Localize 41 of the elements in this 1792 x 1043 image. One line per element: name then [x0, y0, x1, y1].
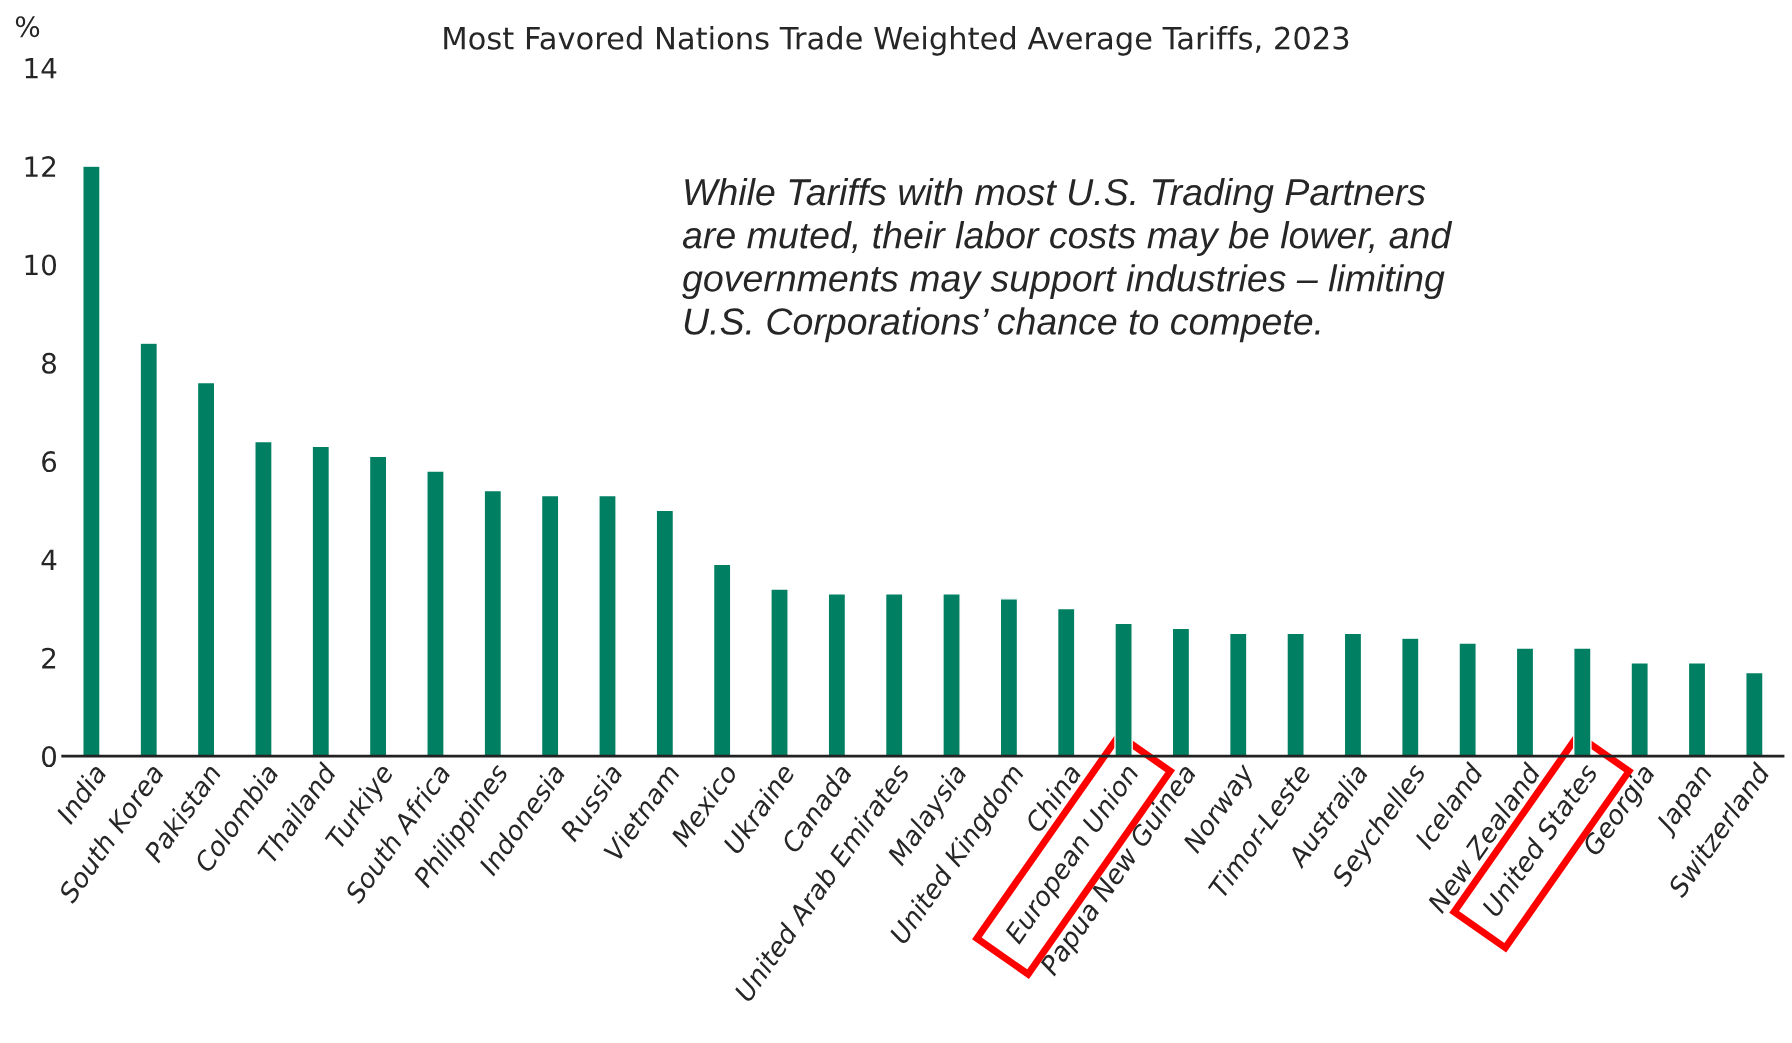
- bar: [82, 165, 101, 757]
- bar: [655, 509, 675, 757]
- bar: [483, 489, 503, 757]
- bar: [1056, 607, 1076, 757]
- y-tick-label: 6: [42, 451, 57, 473]
- bar: [139, 342, 159, 757]
- bar: [1573, 647, 1592, 757]
- bar: [1343, 632, 1363, 757]
- bar: [1114, 622, 1133, 757]
- bar: [1401, 637, 1420, 757]
- bar: [426, 470, 445, 757]
- y-tick-label: 0: [42, 746, 57, 768]
- y-tick-label: 2: [42, 647, 56, 669]
- bar: [1630, 662, 1649, 757]
- bar: [254, 440, 273, 757]
- bar: [1745, 671, 1764, 757]
- bar: [196, 381, 216, 757]
- y-tick-label: 4: [41, 549, 57, 571]
- bar: [1458, 642, 1477, 757]
- bar: [368, 455, 388, 757]
- bar: [598, 494, 617, 757]
- y-tick-label: 12: [25, 156, 56, 177]
- y-tick-label: 10: [25, 254, 57, 276]
- bar: [1687, 662, 1707, 757]
- bar: [311, 445, 331, 757]
- y-tick-label: 14: [25, 58, 57, 79]
- bar: [1515, 647, 1535, 757]
- y-axis-title: %: [15, 16, 40, 38]
- bar: [884, 593, 904, 757]
- bar: [827, 593, 847, 757]
- chart-title: Most Favored Nations Trade Weighted Average Tariffs, 2023: [444, 26, 1349, 56]
- y-tick-label: 8: [42, 352, 56, 374]
- bar: [540, 494, 560, 757]
- bar: [1228, 632, 1248, 757]
- bar: [770, 588, 789, 757]
- bar: [1286, 632, 1305, 757]
- bar: [999, 598, 1019, 757]
- bar: [712, 563, 732, 757]
- bar: [1171, 627, 1191, 757]
- bar: [942, 593, 961, 757]
- annotation: While Tariffs with most U.S. Trading Partners are muted, their labor costs may be lower, and governments may support industries – limiting U.S. Corporations’ chance to compete.: [682, 177, 1453, 343]
